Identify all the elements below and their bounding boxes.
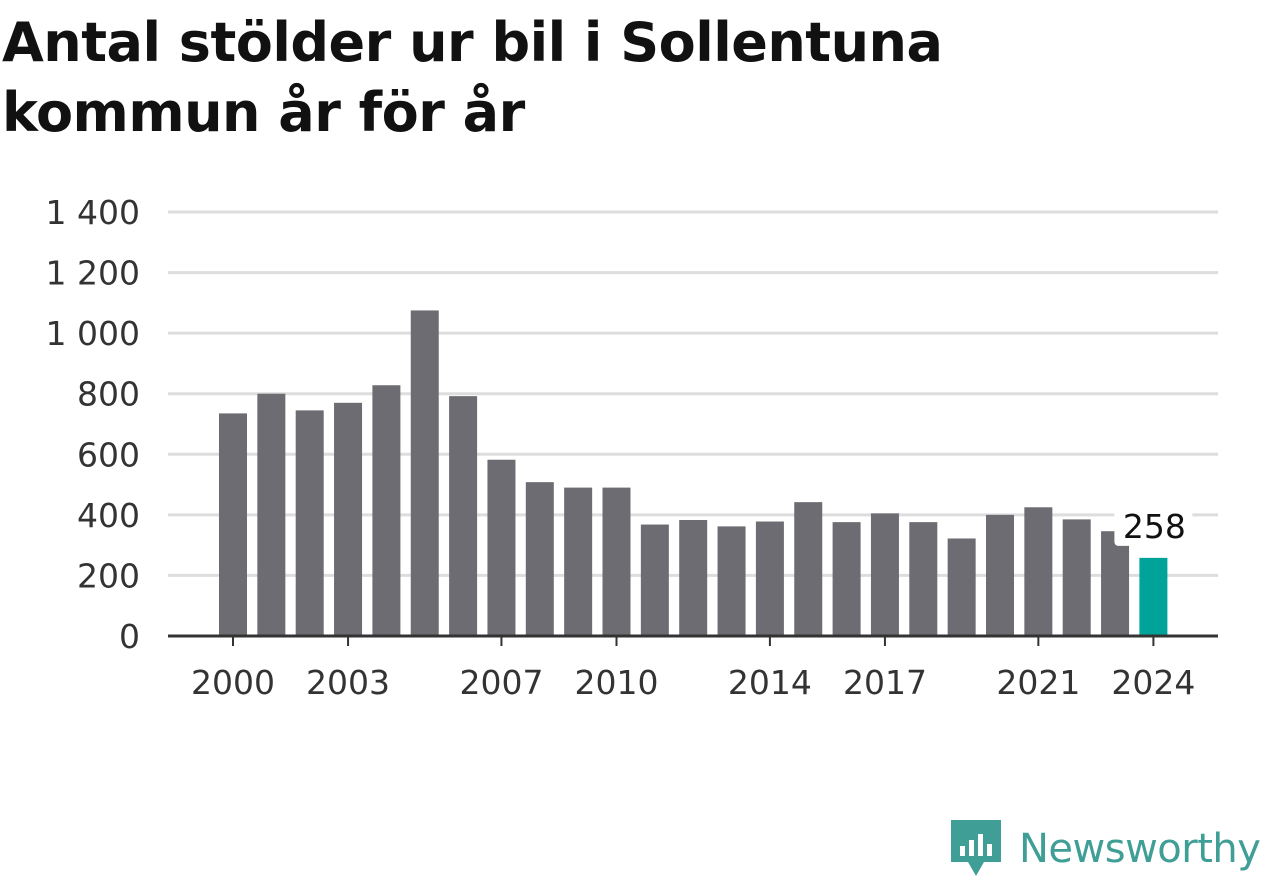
data-labels: 258 [1114,507,1193,546]
brand-name: Newsworthy [1019,826,1261,872]
y-tick-label: 200 [77,556,140,595]
y-tick-label: 1 000 [46,314,140,353]
bar [679,520,708,636]
newsworthy-brand: Newsworthy [951,820,1261,878]
x-tick-label: 2014 [728,663,812,702]
bar [947,538,976,636]
y-tick-label: 1 400 [46,193,140,232]
bar [487,459,516,636]
y-tick-label: 0 [119,617,140,656]
bar [564,487,593,636]
bar [755,521,784,636]
bar [334,402,363,636]
bar [909,522,938,636]
bar [449,396,478,636]
bar [372,385,401,636]
x-tick-label: 2000 [191,663,275,702]
bar [794,502,823,636]
chart-title: Antal stölder ur bil i Sollentuna kommun… [2,11,943,144]
y-tick-label: 600 [77,435,140,474]
bar [1062,519,1091,636]
x-tick-label: 2010 [575,663,659,702]
bar [525,482,554,636]
x-tick-label: 2021 [996,663,1080,702]
x-axis-ticks: 2000 2003 2007 2010 2014 2017 2021 2024 [191,636,1195,702]
bar [832,522,861,636]
x-tick-label: 2003 [306,663,390,702]
bar [717,526,746,636]
data-label-background [1114,507,1193,546]
bar-highlight [1139,557,1168,636]
bars [219,310,1168,636]
bar [1101,531,1130,636]
bar [410,310,439,636]
bar [640,524,669,636]
bar [986,514,1014,636]
x-tick-label: 2017 [843,663,927,702]
y-tick-label: 400 [77,496,140,535]
bar [870,513,899,636]
bar [1024,507,1053,636]
bar [219,413,247,636]
y-axis-ticks: 0 200 400 600 800 1 000 1 200 1 400 [46,193,140,656]
y-tick-label: 800 [77,375,140,414]
bar [257,393,286,636]
x-tick-label: 2024 [1111,663,1195,702]
newsworthy-logo-icon [951,820,1001,876]
bar [602,487,631,636]
y-tick-label: 1 200 [46,254,140,293]
x-tick-label: 2007 [459,663,543,702]
bar [295,410,324,636]
data-label-2024: 258 [1123,507,1186,546]
